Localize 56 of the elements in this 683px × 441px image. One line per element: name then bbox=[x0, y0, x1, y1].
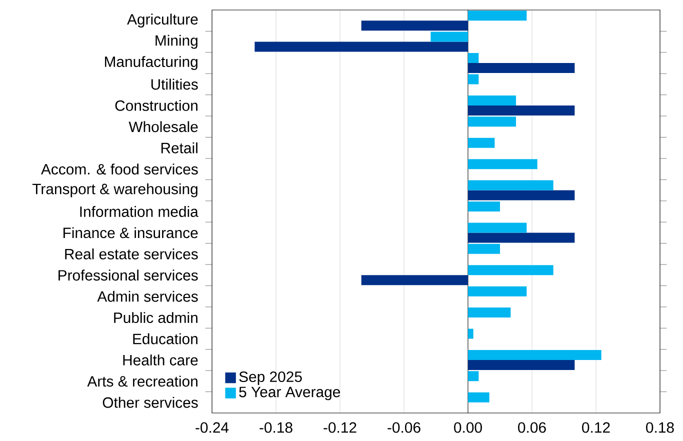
y-tick-label: Retail bbox=[161, 142, 198, 154]
y-tick-label: Education bbox=[133, 333, 198, 344]
bar bbox=[468, 10, 527, 21]
y-tick-label: Wholesale bbox=[128, 121, 198, 132]
bar bbox=[468, 265, 554, 276]
bar bbox=[361, 275, 468, 286]
bar bbox=[468, 63, 575, 74]
bar bbox=[468, 308, 511, 318]
y-tick-label: Health care bbox=[123, 354, 198, 366]
y-tick-label: Mining bbox=[156, 34, 198, 49]
y-tick-label: Other services bbox=[102, 396, 198, 408]
bar bbox=[468, 244, 500, 254]
bar bbox=[468, 74, 479, 84]
x-tick-label: 0.00 bbox=[454, 422, 482, 433]
bar bbox=[468, 116, 516, 127]
bar bbox=[468, 201, 500, 212]
y-tick-label: Admin services bbox=[97, 290, 198, 302]
bar bbox=[468, 190, 575, 200]
y-tick-label: Utilities bbox=[151, 78, 198, 90]
y-tick-label: Professional services bbox=[58, 270, 198, 281]
legend-label: 5 Year Average bbox=[239, 386, 340, 400]
bar bbox=[468, 371, 479, 382]
x-tick-label: -0.06 bbox=[388, 422, 420, 433]
y-tick-label: Information media bbox=[80, 206, 198, 217]
bar bbox=[468, 53, 479, 64]
bar bbox=[468, 360, 575, 370]
bar bbox=[468, 350, 602, 360]
bar bbox=[468, 328, 474, 339]
legend-label: Sep 2025 bbox=[239, 371, 302, 385]
x-tick-label: 0.18 bbox=[646, 422, 674, 433]
bar bbox=[468, 222, 527, 233]
x-tick-label: 0.12 bbox=[582, 422, 610, 433]
y-tick-label: Construction bbox=[115, 100, 198, 111]
bar bbox=[468, 286, 527, 296]
y-tick-label: Accom. & food services bbox=[41, 164, 198, 175]
bar bbox=[254, 42, 468, 52]
bar bbox=[468, 159, 538, 170]
bar bbox=[468, 180, 554, 190]
x-tick-label: -0.12 bbox=[324, 422, 356, 433]
x-tick-label: 0.06 bbox=[518, 422, 546, 433]
y-tick-label: Manufacturing bbox=[105, 56, 198, 70]
x-tick-label: -0.18 bbox=[260, 422, 292, 433]
bar bbox=[468, 105, 575, 116]
y-tick-label: Finance & insurance bbox=[64, 227, 198, 238]
y-tick-label: Transport & warehousing bbox=[32, 183, 198, 198]
bar bbox=[468, 232, 575, 243]
bar bbox=[468, 138, 495, 148]
y-tick-label: Real estate services bbox=[65, 248, 198, 260]
y-tick-label: Agriculture bbox=[127, 14, 198, 28]
bar bbox=[468, 95, 516, 106]
bar bbox=[361, 20, 468, 31]
y-tick-label: Arts & recreation bbox=[87, 376, 198, 387]
bar bbox=[430, 32, 468, 42]
y-tick-label: Public admin bbox=[114, 312, 198, 324]
bar bbox=[468, 392, 490, 402]
x-tick-label: -0.24 bbox=[196, 422, 229, 433]
